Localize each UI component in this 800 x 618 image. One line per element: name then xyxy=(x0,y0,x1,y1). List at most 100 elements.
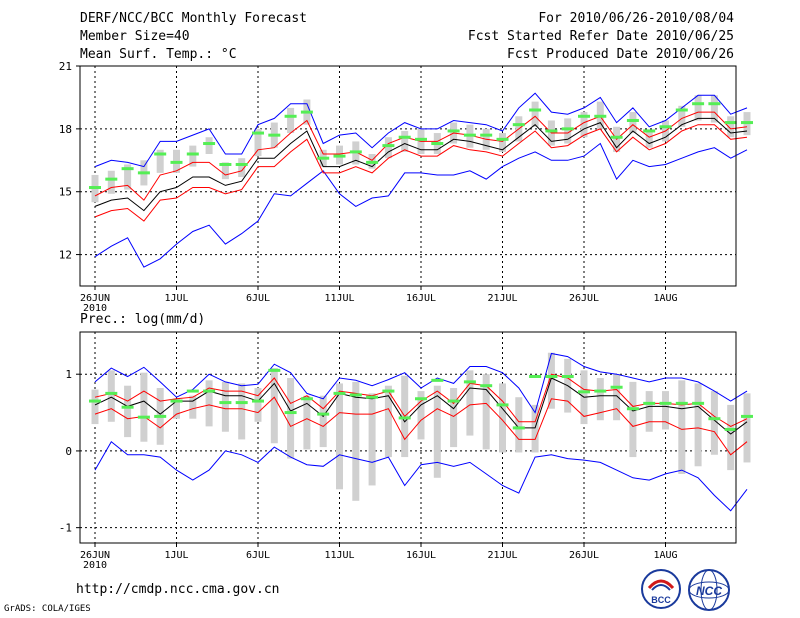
series-min-line xyxy=(94,440,748,512)
ensemble-box xyxy=(140,372,148,442)
ensemble-box xyxy=(678,380,686,474)
x-tick-label: 1JUL xyxy=(164,550,188,561)
series-q75-line xyxy=(94,111,748,201)
x-year-label: 2010 xyxy=(83,303,107,314)
y-tick-label: 21 xyxy=(59,60,72,73)
x-tick-label: 26JUN xyxy=(80,293,110,304)
series-q25-line xyxy=(94,396,748,456)
ensemble-box xyxy=(254,388,262,422)
svg-text:NCC: NCC xyxy=(696,584,722,598)
ensemble-box xyxy=(270,368,278,444)
ensemble-box xyxy=(124,164,132,190)
forecast-period: For 2010/06/26-2010/08/04 xyxy=(538,11,734,26)
ncc-logo: NCC xyxy=(688,569,730,611)
ensemble-box xyxy=(499,133,506,152)
ensemble-box xyxy=(515,397,523,453)
ensemble-box xyxy=(531,101,539,127)
ensemble-box xyxy=(547,352,555,409)
x-tick-label: 26JUL xyxy=(569,550,599,561)
ensemble-box xyxy=(662,391,669,430)
x-tick-label: 1JUL xyxy=(164,293,188,304)
y-tick-label: 12 xyxy=(59,249,72,262)
ensemble-box xyxy=(710,95,718,123)
ensemble-box xyxy=(205,137,213,154)
ensemble-box xyxy=(482,374,490,450)
x-year-label: 2010 xyxy=(83,560,107,571)
temperature-panel: 26JUN 1JUL 6JUL 11JUL 16JUL 21JUL 26JUL 1AUG 201… xyxy=(59,60,753,314)
ensemble-box xyxy=(156,149,164,173)
ensemble-box xyxy=(352,381,360,501)
ensemble-box xyxy=(645,130,653,148)
ensemble-box xyxy=(336,383,343,490)
ensemble-box xyxy=(678,105,686,127)
series-q25-line xyxy=(94,124,748,222)
ensemble-box xyxy=(580,112,588,138)
x-tick-label: 6JUL xyxy=(246,293,270,304)
ensemble-box xyxy=(727,404,735,471)
ensemble-box xyxy=(107,370,115,422)
series-max-line xyxy=(94,92,748,168)
x-tick-label: 11JUL xyxy=(324,550,354,561)
ensemble-box xyxy=(450,388,458,448)
ensemble-box xyxy=(91,389,99,425)
ensemble-box xyxy=(303,395,311,450)
ensemble-box xyxy=(417,391,425,440)
panel-title: Prec.: log(mm/d) xyxy=(80,312,205,327)
website-url[interactable]: http://cmdp.ncc.cma.gov.cn xyxy=(76,582,280,597)
ensemble-box xyxy=(401,130,409,152)
ensemble-box xyxy=(596,378,604,421)
ensemble-box xyxy=(645,391,653,432)
ensemble-box xyxy=(629,112,637,134)
ensemble-box xyxy=(433,385,441,478)
header-left: DERF/NCC/BCC Monthly Forecast Member Siz… xyxy=(80,10,307,64)
ensemble-box xyxy=(221,162,229,180)
svg-text:BCC: BCC xyxy=(651,595,671,605)
x-tick-label: 26JUN xyxy=(80,550,110,561)
header-right: For 2010/06/26-2010/08/04 Fcst Started R… xyxy=(468,10,734,64)
ensemble-box xyxy=(710,391,718,455)
x-tick-label: 21JUL xyxy=(487,293,517,304)
ensemble-box xyxy=(254,128,262,157)
x-tick-label: 1AUG xyxy=(653,550,677,561)
ensemble-box xyxy=(629,381,637,458)
ensemble-box xyxy=(238,158,246,178)
ensemble-box xyxy=(613,374,621,421)
plot-frame xyxy=(79,65,737,287)
series-min-line xyxy=(94,142,748,268)
fcst-produced-date: Fcst Produced Date 2010/06/26 xyxy=(507,47,734,62)
grads-credit: GrADS: COLA/IGES xyxy=(4,604,91,614)
ensemble-box xyxy=(205,380,213,427)
y-tick-label: -1 xyxy=(59,522,72,535)
ensemble-box xyxy=(727,116,735,138)
ensemble-box xyxy=(384,137,392,159)
ensemble-box xyxy=(173,398,180,419)
ensemble-box xyxy=(287,378,295,459)
ensemble-box xyxy=(499,383,506,453)
ensemble-box xyxy=(319,395,327,448)
x-tick-label: 11JUL xyxy=(324,293,354,304)
ensemble-box xyxy=(124,385,132,438)
y-tick-label: 1 xyxy=(65,368,72,381)
ensemble-box xyxy=(743,393,751,463)
ensemble-box xyxy=(466,370,474,436)
ensemble-box xyxy=(189,395,197,419)
ensemble-box xyxy=(564,118,572,144)
x-tick-label: 6JUL xyxy=(246,550,270,561)
x-tick-label: 16JUL xyxy=(406,293,436,304)
ensemble-box xyxy=(221,381,229,432)
series-max-line xyxy=(94,352,748,414)
ensemble-box xyxy=(107,170,115,194)
ensemble-box xyxy=(287,107,295,134)
x-tick-label: 26JUL xyxy=(569,293,599,304)
y-tick-label: 18 xyxy=(59,123,72,136)
member-size: Member Size=40 xyxy=(80,29,190,44)
ensemble-box xyxy=(384,385,392,458)
ensemble-box xyxy=(694,383,702,467)
ensemble-box xyxy=(694,95,702,121)
y-tick-label: 0 xyxy=(65,445,72,458)
x-tick-label: 21JUL xyxy=(487,550,517,561)
variable-label: Mean Surf. Temp.: °C xyxy=(80,47,237,62)
y-tick-label: 15 xyxy=(59,186,72,199)
ensemble-box xyxy=(238,383,246,440)
